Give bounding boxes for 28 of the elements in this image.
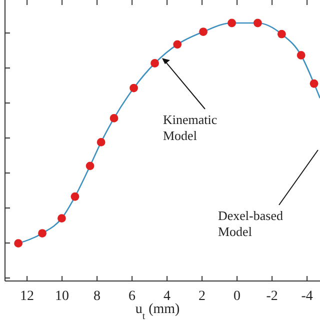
point (110, 114, 118, 122)
point (277, 30, 286, 38)
x-tick-label: 2 (198, 289, 206, 304)
point (38, 229, 46, 238)
point (86, 162, 94, 170)
x-tick-label: 12 (20, 289, 34, 304)
point (14, 239, 22, 248)
x-tick-label: 8 (94, 289, 101, 304)
x-tick-label: 10 (55, 289, 70, 304)
point (296, 51, 306, 60)
x-tick-label: -2 (266, 289, 278, 304)
point (228, 18, 236, 28)
point (254, 18, 262, 28)
x-axis-title: u$_{t}$ (mm) (135, 302, 180, 320)
x-tick-label: 0 (234, 289, 241, 304)
point (70, 192, 80, 201)
point (150, 59, 159, 68)
point (173, 40, 182, 49)
x-tick-label: -4 (301, 289, 313, 304)
point (58, 214, 66, 223)
point (130, 84, 138, 92)
point (96, 138, 106, 146)
point (310, 79, 318, 88)
annotation: Dexel-based Model (218, 208, 284, 239)
annotation: Kinematic Model (163, 112, 218, 143)
x-tick-label: 4 (164, 289, 171, 304)
x-tick-label: 6 (128, 289, 136, 304)
point (199, 28, 208, 36)
